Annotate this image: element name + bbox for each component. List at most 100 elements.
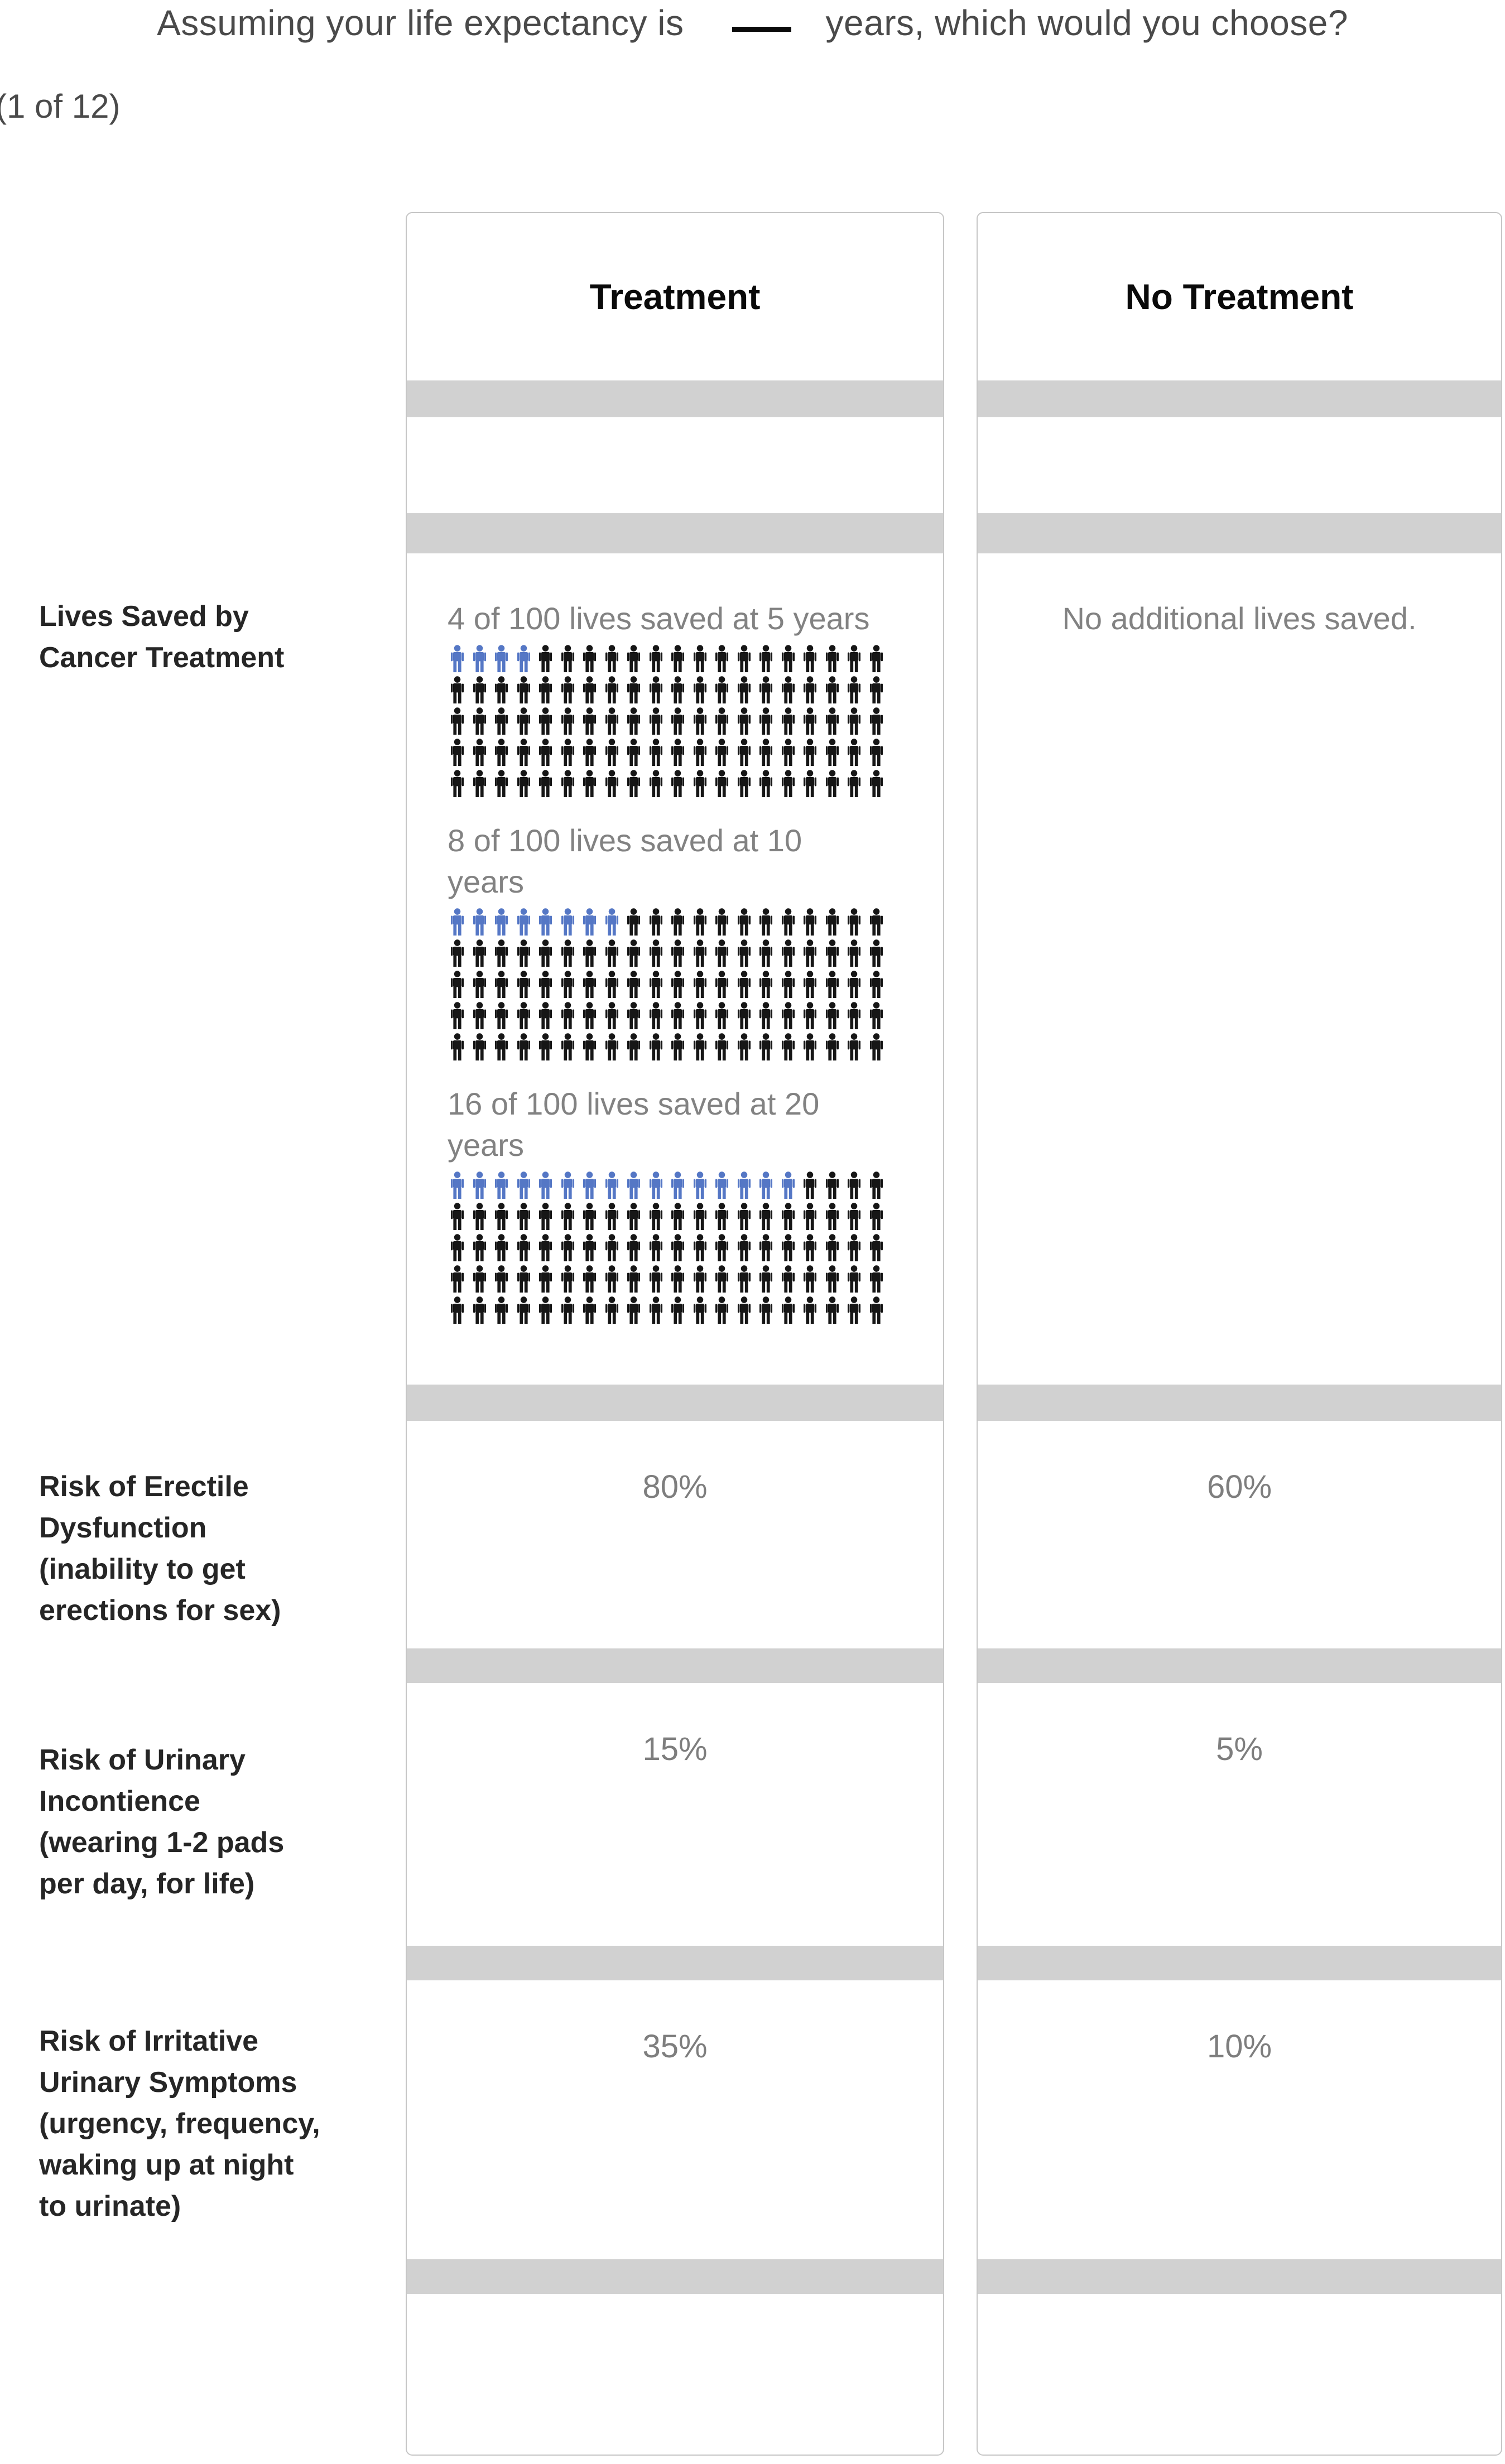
person-icon xyxy=(847,939,861,967)
person-icon xyxy=(517,939,530,967)
person-icon xyxy=(605,676,618,704)
person-icon xyxy=(715,770,729,798)
person-icon xyxy=(450,1203,464,1231)
person-icon xyxy=(737,1203,751,1231)
person-icon xyxy=(759,739,773,766)
person-icon xyxy=(649,1265,662,1293)
person-icon xyxy=(715,971,729,999)
person-icon xyxy=(538,770,552,798)
person-icon xyxy=(869,645,883,673)
person-icon xyxy=(671,676,685,704)
person-icon xyxy=(825,1002,839,1030)
person-icon xyxy=(561,739,574,766)
person-icon xyxy=(649,939,662,967)
person-icon xyxy=(803,939,817,967)
person-icon xyxy=(627,676,641,704)
person-icon xyxy=(583,707,597,735)
person-icon xyxy=(825,676,839,704)
person-icon xyxy=(869,939,883,967)
person-icon xyxy=(715,939,729,967)
person-icon-saved xyxy=(605,1171,618,1199)
person-icon xyxy=(737,676,751,704)
row-divider xyxy=(978,513,1501,553)
pictograph-caption: 16 of 100 lives saved at 20 years xyxy=(448,1086,820,1163)
person-icon xyxy=(847,1296,861,1324)
person-icon xyxy=(494,1033,508,1061)
person-icon xyxy=(737,939,751,967)
person-icon xyxy=(538,1296,552,1324)
person-icon xyxy=(627,1002,641,1030)
person-icon-saved xyxy=(649,1171,662,1199)
person-icon xyxy=(538,1002,552,1030)
person-icon xyxy=(759,1002,773,1030)
person-icon xyxy=(803,707,817,735)
person-icon xyxy=(583,971,597,999)
person-icon xyxy=(869,908,883,936)
person-icon xyxy=(869,1171,883,1199)
person-icon-saved xyxy=(538,908,552,936)
person-icon xyxy=(473,1033,486,1061)
person-icon xyxy=(450,1033,464,1061)
no-treatment-option-column[interactable]: No Treatment No additional lives saved. … xyxy=(977,212,1502,2456)
person-icon xyxy=(781,707,795,735)
row-divider xyxy=(407,1648,943,1683)
person-icon xyxy=(538,739,552,766)
person-icon xyxy=(473,971,486,999)
person-icon xyxy=(737,770,751,798)
person-icon-saved xyxy=(671,1171,685,1199)
person-icon xyxy=(693,1234,706,1262)
person-icon xyxy=(759,676,773,704)
person-icon-saved xyxy=(450,908,464,936)
person-icon xyxy=(825,707,839,735)
person-icon-saved xyxy=(538,1171,552,1199)
person-icon xyxy=(649,1296,662,1324)
person-icon xyxy=(517,1002,530,1030)
incontinence-risk-treatment-value: 15% xyxy=(642,1731,708,1767)
person-icon xyxy=(781,739,795,766)
person-icon xyxy=(517,770,530,798)
person-icon xyxy=(450,676,464,704)
person-icon xyxy=(759,707,773,735)
page-title: Assuming your life expectancy is years, w… xyxy=(0,2,1505,44)
person-icon xyxy=(759,770,773,798)
person-icon xyxy=(538,1234,552,1262)
person-icon xyxy=(517,1296,530,1324)
person-icon xyxy=(825,645,839,673)
person-icon xyxy=(627,770,641,798)
person-icon xyxy=(517,1033,530,1061)
person-icon xyxy=(825,1203,839,1231)
person-icon xyxy=(869,739,883,766)
treatment-option-column[interactable]: Treatment 4 of 100 lives saved at 5 year… xyxy=(406,212,944,2456)
person-icon xyxy=(759,1265,773,1293)
person-icon xyxy=(473,939,486,967)
person-icon xyxy=(847,676,861,704)
person-icon xyxy=(561,1203,574,1231)
row-divider xyxy=(407,2259,943,2294)
person-icon xyxy=(715,908,729,936)
person-icon xyxy=(605,1296,618,1324)
person-icon xyxy=(605,770,618,798)
person-icon xyxy=(605,971,618,999)
person-icon xyxy=(869,1265,883,1293)
person-icon xyxy=(693,1265,706,1293)
person-icon xyxy=(869,676,883,704)
person-icon xyxy=(869,971,883,999)
person-icon xyxy=(450,1265,464,1293)
person-icon xyxy=(538,939,552,967)
person-icon xyxy=(781,645,795,673)
person-icon xyxy=(627,1033,641,1061)
person-icon-saved xyxy=(627,1171,641,1199)
person-icon xyxy=(605,739,618,766)
ed-risk-no-treatment-value: 60% xyxy=(1206,1469,1272,1505)
person-icon xyxy=(494,770,508,798)
person-icon xyxy=(803,971,817,999)
lives-saved-treatment-cell: 4 of 100 lives saved at 5 years 8 of 100… xyxy=(448,553,900,1347)
person-icon xyxy=(605,1002,618,1030)
person-icon xyxy=(847,739,861,766)
person-icon xyxy=(803,676,817,704)
person-icon xyxy=(825,770,839,798)
person-icon xyxy=(538,676,552,704)
person-icon xyxy=(825,1265,839,1293)
person-icon xyxy=(649,1002,662,1030)
